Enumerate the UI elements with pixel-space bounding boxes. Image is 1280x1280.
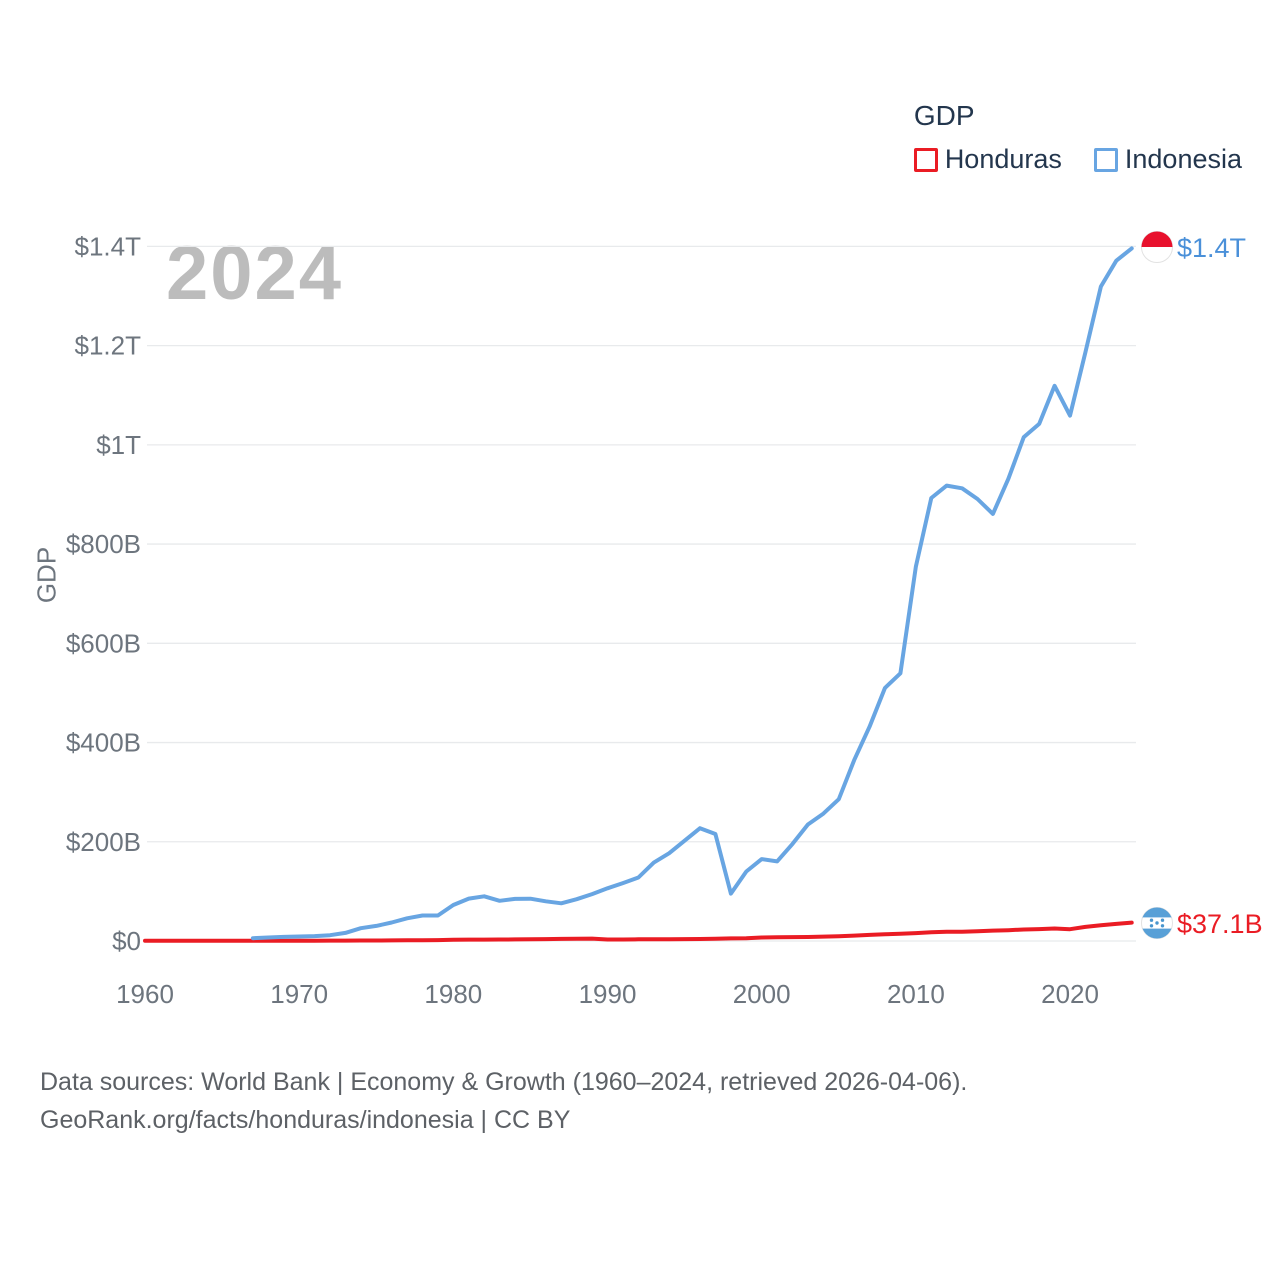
honduras-line[interactable] <box>143 920 1134 943</box>
honduras-end-value: $37.1B <box>1177 909 1263 939</box>
legend-label-honduras: Honduras <box>944 144 1062 174</box>
indonesia-line[interactable] <box>250 246 1134 941</box>
y-tick-label: $400B <box>66 728 141 758</box>
x-tick-label: 1970 <box>270 979 328 1009</box>
legend: GDP Honduras Indonesia <box>913 100 1242 175</box>
x-tick-label: 2020 <box>1041 979 1099 1009</box>
indonesia-swatch-icon <box>1093 147 1118 172</box>
legend-item-indonesia[interactable]: Indonesia <box>1093 144 1242 175</box>
footer-attribution-line: GeoRank.org/facts/honduras/indonesia | C… <box>40 1106 571 1134</box>
x-tick-label: 2010 <box>887 979 945 1009</box>
y-tick-label: $200B <box>66 827 141 857</box>
y-tick-label: $1.4T <box>75 231 142 261</box>
legend-row: Honduras Indonesia <box>913 144 1242 175</box>
footer-source-line: Data sources: World Bank | Economy & Gro… <box>40 1068 968 1096</box>
watermark-year: 2024 <box>166 231 344 316</box>
legend-label-indonesia: Indonesia <box>1124 144 1242 174</box>
y-tick-label: $800B <box>66 529 141 559</box>
y-tick-label: $1.2T <box>75 331 142 361</box>
x-tick-label: 1960 <box>116 979 174 1009</box>
indonesia-end-value: $1.4T <box>1177 233 1247 263</box>
x-tick-label: 1990 <box>579 979 637 1009</box>
indonesia-flag-icon <box>1140 230 1174 264</box>
legend-item-honduras[interactable]: Honduras <box>913 144 1062 175</box>
x-tick-label: 2000 <box>733 979 791 1009</box>
honduras-flag-icon <box>1140 906 1174 940</box>
y-tick-label: $0 <box>112 926 141 956</box>
footer: Data sources: World Bank | Economy & Gro… <box>40 1063 967 1139</box>
legend-title: GDP <box>913 100 975 131</box>
honduras-swatch-icon <box>913 147 938 172</box>
x-tick-label: 1980 <box>424 979 482 1009</box>
y-tick-label: $600B <box>66 628 141 658</box>
y-tick-label: $1T <box>96 430 141 460</box>
